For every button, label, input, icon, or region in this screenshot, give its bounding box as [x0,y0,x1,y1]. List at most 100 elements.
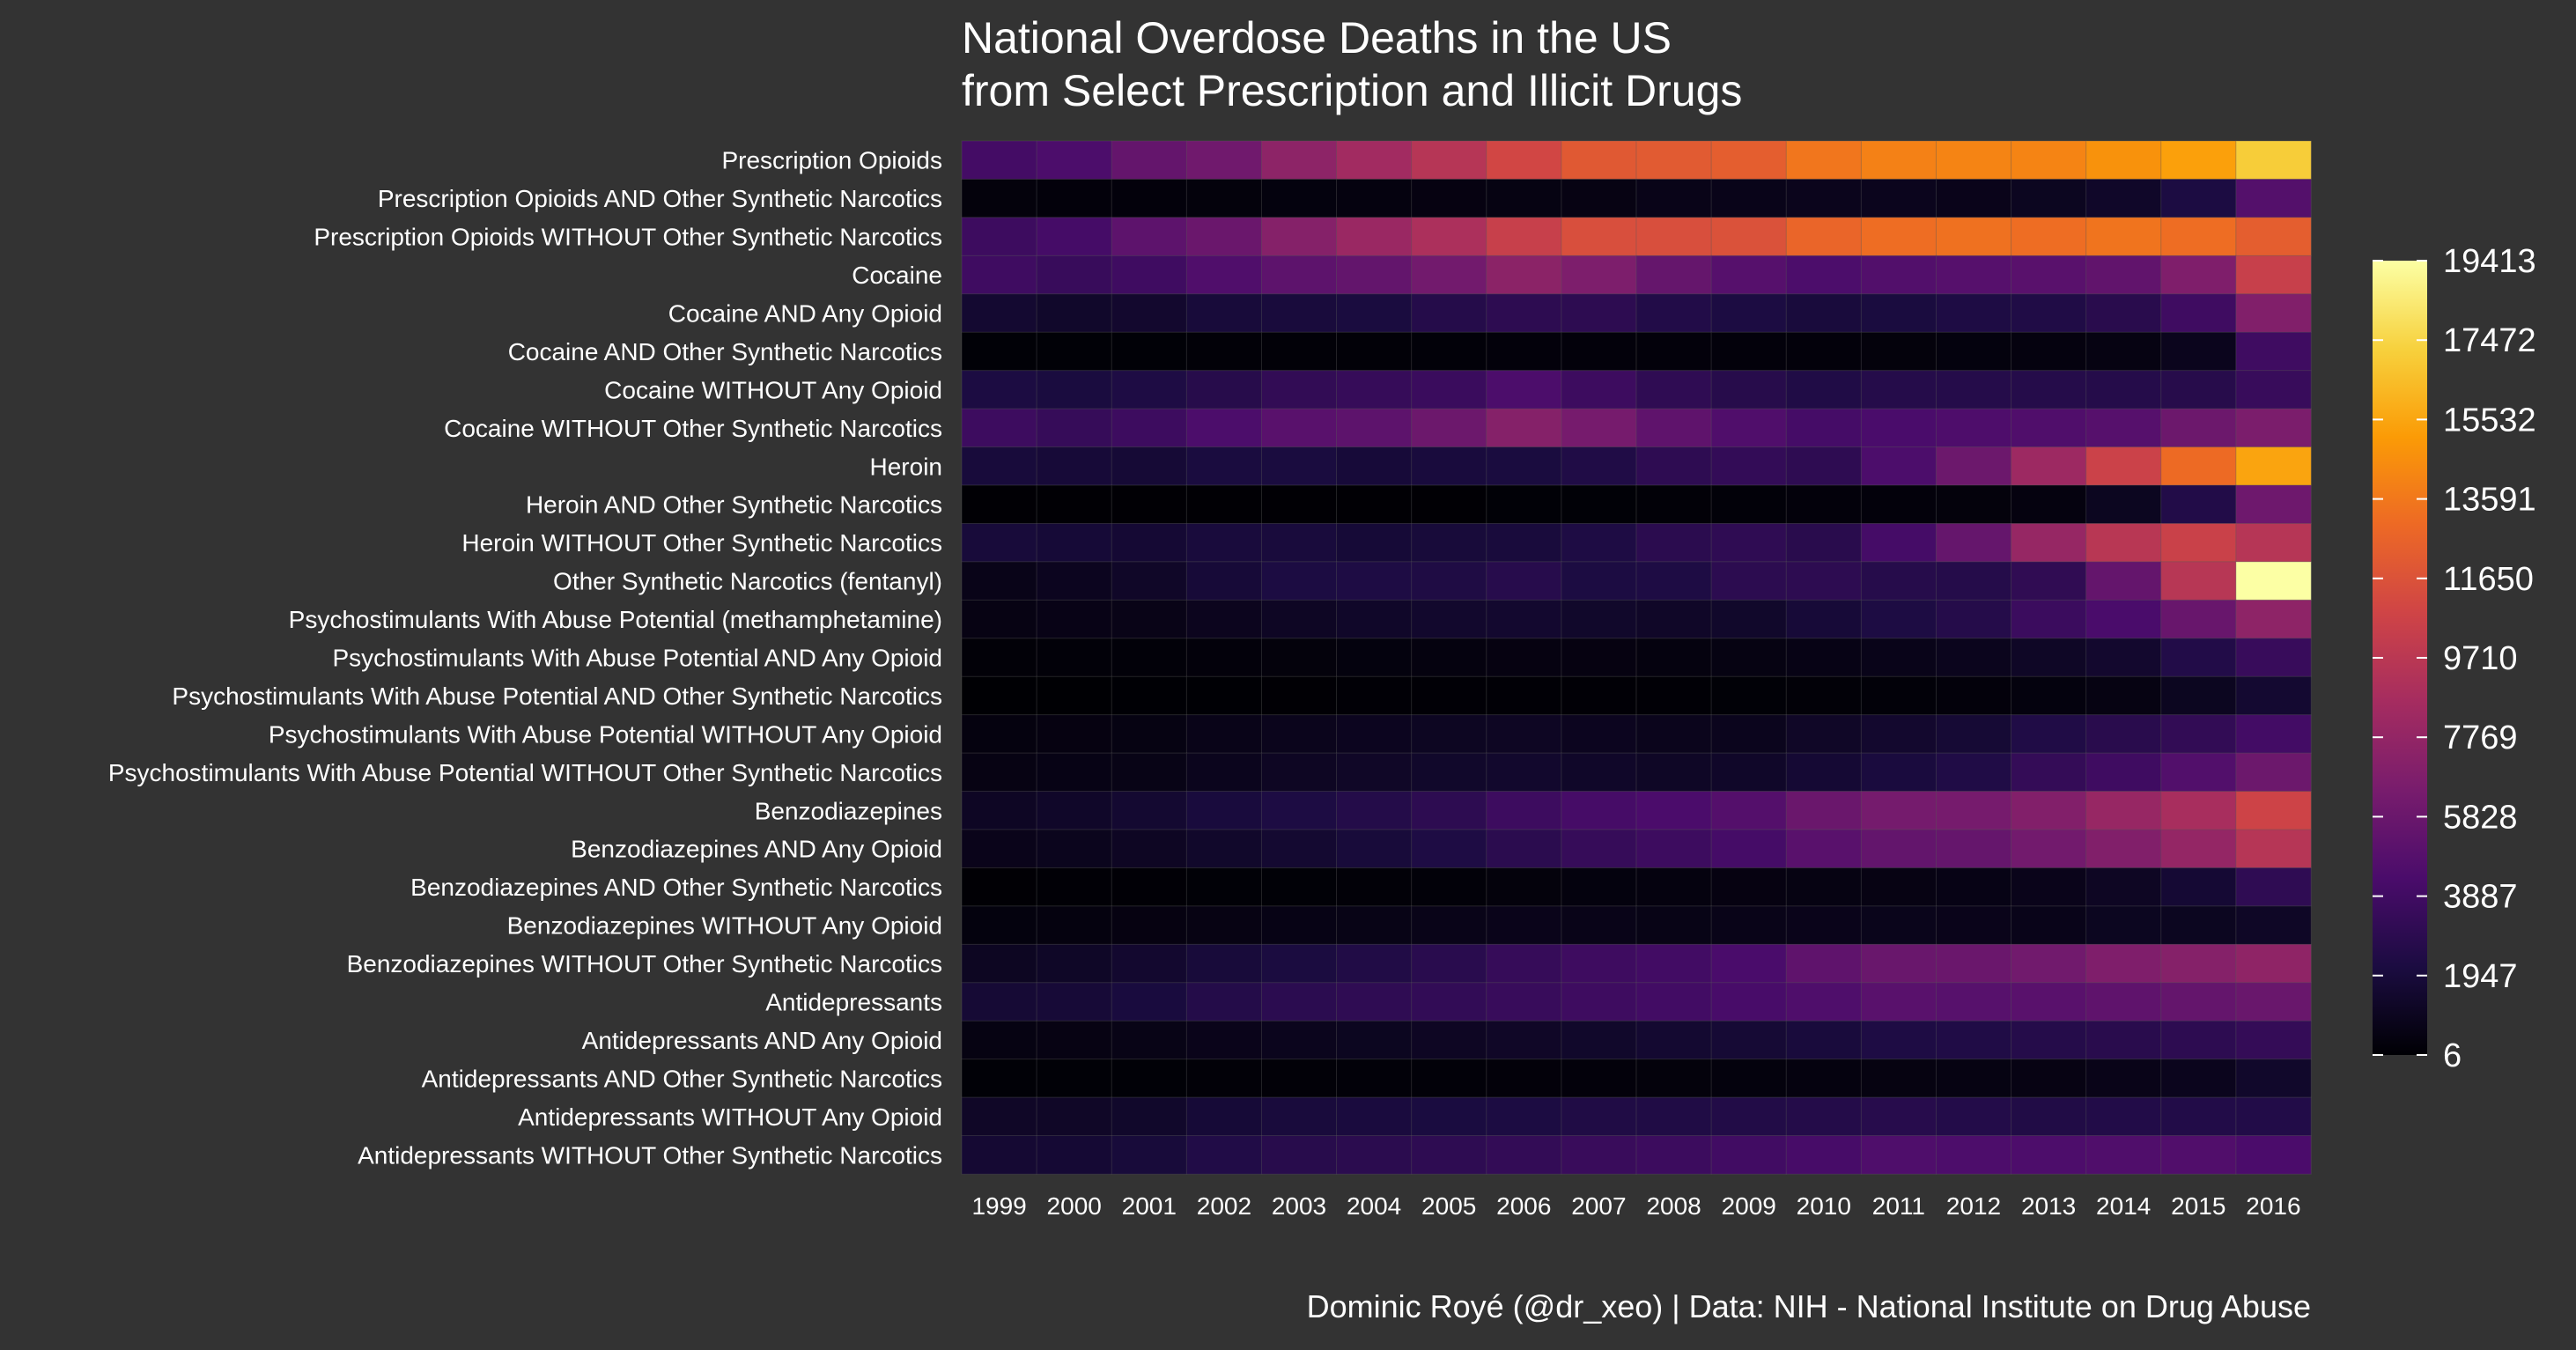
heatmap-cell [2235,140,2312,181]
heatmap-cell [2160,675,2237,716]
chart-subtitle: from Select Prescription and Illicit Dru… [962,66,1742,115]
heatmap-cell [1411,1135,1487,1175]
heatmap-cell [1785,982,1863,1022]
heatmap-cell [1111,1059,1188,1098]
heatmap-cell [1710,638,1788,678]
heatmap-cell [1336,638,1413,678]
heatmap-cell [2160,370,2237,409]
heatmap-cell [1411,867,1487,907]
heatmap-cell [2011,638,2087,678]
heatmap-cell [2160,714,2237,754]
heatmap-cell [1635,982,1712,1022]
heatmap-cell [2085,484,2162,525]
heatmap-cell [1561,293,1637,334]
heatmap-cell [2085,1135,2162,1175]
heatmap-cell [1710,408,1788,448]
heatmap-cell [1036,638,1113,678]
heatmap-cell [1710,1059,1788,1098]
heatmap-cell [1260,178,1338,218]
heatmap-cell [2235,943,2312,984]
heatmap-cell [1336,255,1413,295]
heatmap-cell [1635,1059,1712,1098]
heatmap-cell [1486,178,1562,218]
heatmap-cell [1785,217,1863,257]
heatmap-cell [1785,905,1863,946]
x-tick-label: 2006 [1496,1192,1551,1220]
heatmap-cell [1860,255,1938,295]
x-tick-label: 2009 [1722,1192,1776,1220]
heatmap-cell [1785,829,1863,869]
heatmap-cell [1260,255,1338,295]
heatmap-cell [1710,1096,1788,1137]
heatmap-cell [1860,484,1938,525]
heatmap-cell [961,1096,1037,1137]
y-tick-label: Antidepressants AND Any Opioid [582,1027,942,1054]
heatmap-cell [961,675,1037,716]
heatmap-cell [1411,943,1487,984]
heatmap-cell [1710,561,1788,601]
heatmap-cell [2011,791,2087,830]
heatmap-cell [1111,982,1188,1022]
heatmap-cell [2011,1096,2087,1137]
heatmap-cell [2011,867,2087,907]
heatmap-cell [1336,446,1413,486]
heatmap-cell [2160,905,2237,946]
heatmap-cell [1486,675,1562,716]
heatmap-cell [1710,714,1788,754]
heatmap-cell [1185,1020,1263,1060]
heatmap-cell [1411,1020,1487,1060]
heatmap-cell [2085,178,2162,218]
heatmap-cell [1185,255,1263,295]
heatmap-cell [1935,1135,2012,1175]
heatmap-cell [2160,561,2237,601]
heatmap-cell [2235,905,2312,946]
heatmap-cell [1411,255,1487,295]
heatmap-cell [1036,1135,1113,1175]
heatmap-cell [1710,484,1788,525]
heatmap-cell [2011,561,2087,601]
heatmap-cell [1036,522,1113,563]
heatmap-cell [1411,829,1487,869]
heatmap-cell [1486,1059,1562,1098]
y-tick-label: Prescription Opioids [721,147,942,174]
heatmap-cell [1860,561,1938,601]
y-tick-label: Benzodiazepines WITHOUT Any Opioid [507,912,942,940]
heatmap-cell [2011,1059,2087,1098]
heatmap-cell [1860,1135,1938,1175]
heatmap-cell [1860,829,1938,869]
heatmap-cell [1860,1096,1938,1137]
x-tick-label: 1999 [971,1192,1026,1220]
heatmap-cell [1935,217,2012,257]
heatmap-cell [1411,905,1487,946]
y-tick-label: Antidepressants [765,989,942,1016]
heatmap-cell [1561,446,1637,486]
heatmap-cell [1860,370,1938,409]
heatmap-cell [2160,1135,2237,1175]
heatmap-cell [1185,791,1263,830]
heatmap-cell [1935,370,2012,409]
heatmap-cells [961,140,2312,1175]
heatmap-cell [1111,293,1188,334]
heatmap-cell [2160,522,2237,563]
heatmap-cell [1785,714,1863,754]
heatmap-cell [1785,293,1863,334]
heatmap-cell [1260,867,1338,907]
heatmap-cell [2011,293,2087,334]
heatmap-cell [1635,255,1712,295]
heatmap-cell [2160,982,2237,1022]
heatmap-cell [1036,829,1113,869]
heatmap-cell [1185,982,1263,1022]
heatmap-cell [1486,370,1562,409]
heatmap-cell [2235,791,2312,830]
y-tick-label: Other Synthetic Narcotics (fentanyl) [553,568,942,595]
heatmap-cell [2235,1135,2312,1175]
heatmap-cell [1111,675,1188,716]
legend-ticks: 19413 17472 15532 13591 11650 9710 7769 5828 388… [2373,243,2536,1074]
heatmap-cell [1260,1096,1338,1137]
heatmap-cell [1486,829,1562,869]
heatmap-cell [1935,484,2012,525]
x-tick-label: 2001 [1122,1192,1177,1220]
heatmap-cell [2160,178,2237,218]
heatmap-cell [1111,791,1188,830]
heatmap-cell [1036,1020,1113,1060]
